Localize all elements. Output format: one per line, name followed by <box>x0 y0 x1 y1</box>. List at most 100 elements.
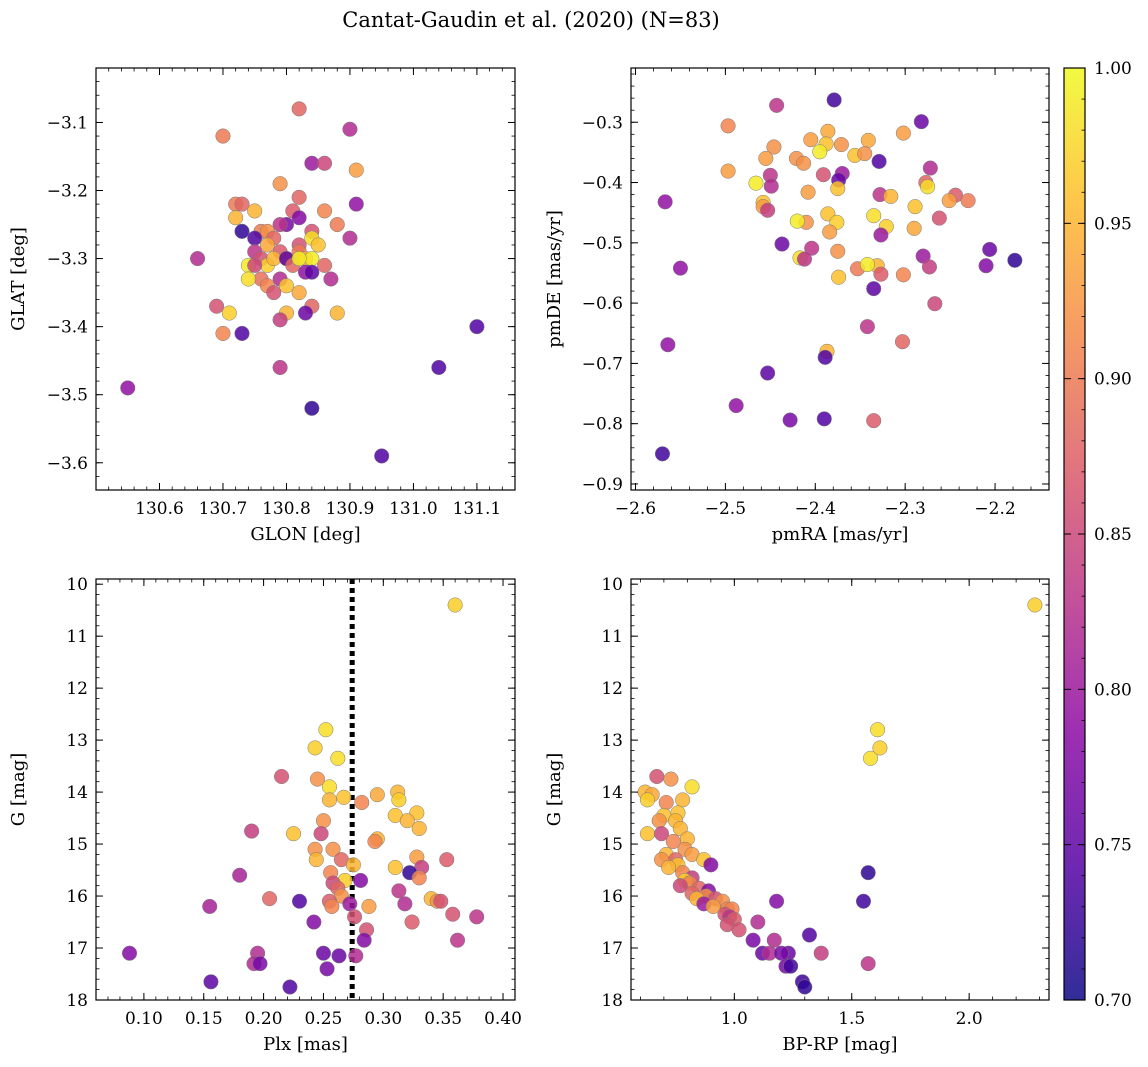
data-point <box>316 203 333 219</box>
data-point <box>120 380 136 396</box>
data-point <box>820 123 836 139</box>
data-point <box>774 236 790 252</box>
data-point <box>720 118 736 134</box>
y-tick-label: −0.6 <box>582 294 623 314</box>
data-point <box>323 271 339 287</box>
data-point <box>215 325 231 342</box>
x-axis-label: pmRA [mas/yr] <box>772 524 909 545</box>
y-tick-label: 14 <box>601 783 623 803</box>
y-tick-label: −0.8 <box>582 415 623 435</box>
y-tick-label: −0.4 <box>582 174 623 194</box>
data-point <box>203 974 219 990</box>
data-point <box>872 740 888 756</box>
x-tick-label: 130.6 <box>135 499 184 519</box>
data-point <box>826 92 842 108</box>
data-point <box>871 153 887 169</box>
y-axis-label: G [mag] <box>8 753 29 826</box>
panels-group: 130.6 130.7 130.8 130.9 131.0 131.1−3.6−3.5−3… <box>8 67 1050 1055</box>
x-axis-label: BP-RP [mag] <box>782 1034 897 1055</box>
colorbar-tick-label: 0.85 <box>1094 525 1132 545</box>
panel-glon-glat: 130.6 130.7 130.8 130.9 131.0 131.1 −3.6 −3.5 −3… <box>8 67 516 545</box>
data-point <box>760 365 776 381</box>
data-point <box>354 794 370 811</box>
data-point <box>247 257 263 273</box>
y-tick-label: 17 <box>66 939 88 959</box>
data-point <box>769 893 785 909</box>
figure-title: Cantat-Gaudin et al. (2020) (N=83) <box>342 8 720 32</box>
colorbar-tick-label: 0.95 <box>1094 214 1132 234</box>
y-tick-label: −0.9 <box>582 475 623 495</box>
data-point <box>639 826 655 842</box>
y-tick-label: 11 <box>66 627 88 647</box>
data-point <box>813 945 829 961</box>
x-tick-label: −2.4 <box>795 499 836 519</box>
data-point <box>860 865 876 881</box>
x-tick-label: 131.1 <box>453 499 502 519</box>
data-point <box>274 768 290 785</box>
data-point <box>731 922 747 938</box>
axes-frame <box>95 578 516 1001</box>
data-point <box>342 121 358 137</box>
x-tick-label: 0.25 <box>305 1009 343 1029</box>
data-point <box>800 184 816 200</box>
y-tick-label: 10 <box>66 575 88 595</box>
data-point <box>313 826 329 842</box>
data-point <box>291 893 308 909</box>
axes-frame <box>630 578 1050 1001</box>
data-point <box>921 259 937 275</box>
data-point <box>361 898 377 914</box>
x-tick-label: 1.0 <box>721 1009 748 1029</box>
data-point <box>321 792 337 808</box>
data-point <box>796 251 813 267</box>
data-point <box>387 859 403 876</box>
data-point <box>330 750 346 766</box>
y-tick-label: −0.7 <box>582 354 623 374</box>
data-point <box>318 722 334 738</box>
data-point <box>672 260 688 276</box>
y-tick-label: 13 <box>66 731 88 751</box>
data-point <box>315 945 332 961</box>
data-point <box>228 210 244 226</box>
data-point <box>391 883 407 899</box>
data-point <box>766 139 782 155</box>
plot-area <box>96 579 515 1000</box>
data-point <box>860 132 876 148</box>
data-point <box>297 305 314 321</box>
data-point <box>894 334 911 350</box>
data-point <box>830 243 846 259</box>
data-point <box>240 271 256 287</box>
data-point <box>830 181 846 197</box>
data-point <box>307 740 323 756</box>
data-point <box>748 175 764 191</box>
data-point <box>978 258 994 274</box>
x-tick-label: 0.15 <box>185 1009 223 1029</box>
data-point <box>304 155 320 171</box>
data-point <box>325 841 341 857</box>
data-point <box>304 251 320 267</box>
y-tick-label: 10 <box>601 575 623 595</box>
data-point <box>873 227 889 243</box>
data-point <box>745 932 761 948</box>
data-point <box>342 896 358 912</box>
x-tick-label: −2.5 <box>705 499 746 519</box>
data-point <box>291 285 307 301</box>
y-tick-label: −3.2 <box>47 182 88 202</box>
data-point <box>922 160 938 176</box>
x-tick-label: 130.7 <box>199 499 248 519</box>
data-point <box>306 914 322 930</box>
data-point <box>329 216 345 233</box>
data-point <box>262 891 278 907</box>
data-point <box>859 256 875 273</box>
y-tick-label: 18 <box>66 991 88 1011</box>
data-point <box>870 722 886 738</box>
data-point <box>190 251 206 267</box>
data-point <box>469 319 485 335</box>
y-tick-label: 17 <box>601 939 623 959</box>
data-point <box>244 823 260 839</box>
y-tick-label: 16 <box>601 887 623 907</box>
data-point <box>397 896 413 912</box>
data-point <box>247 230 263 246</box>
data-point <box>315 813 332 829</box>
data-point <box>782 412 798 428</box>
axes-frame <box>95 67 516 491</box>
